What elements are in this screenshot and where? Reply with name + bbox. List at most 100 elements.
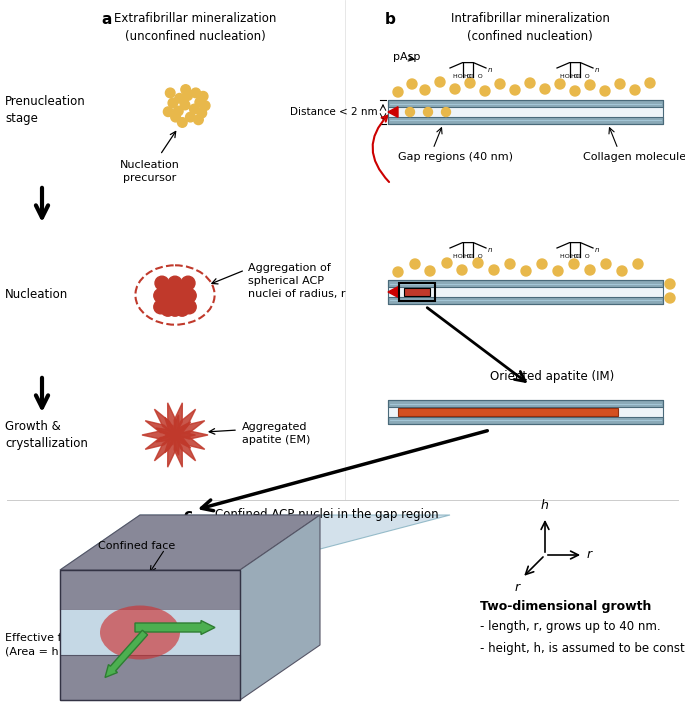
Bar	[388, 287, 663, 297]
Polygon shape	[388, 106, 398, 117]
Circle shape	[585, 265, 595, 275]
Circle shape	[570, 86, 580, 96]
Polygon shape	[155, 435, 175, 442]
Circle shape	[200, 101, 210, 111]
Text: HO  O: HO O	[464, 74, 483, 79]
Circle shape	[489, 265, 499, 275]
Text: Collagen molecules: Collagen molecules	[583, 152, 685, 162]
Circle shape	[168, 288, 182, 302]
Bar	[388, 297, 663, 304]
Text: n: n	[595, 67, 599, 73]
Circle shape	[406, 107, 414, 117]
Text: pAsp: pAsp	[393, 52, 421, 62]
Bar	[388, 100, 663, 107]
Circle shape	[480, 86, 490, 96]
Polygon shape	[154, 435, 175, 460]
Polygon shape	[175, 435, 205, 450]
Text: Confined ACP nuclei in the gap region: Confined ACP nuclei in the gap region	[215, 508, 438, 521]
Bar	[388, 107, 663, 117]
Text: n: n	[488, 247, 493, 253]
Circle shape	[457, 265, 467, 275]
Bar	[60, 610, 240, 655]
Circle shape	[154, 289, 168, 303]
Polygon shape	[174, 403, 182, 435]
Polygon shape	[175, 435, 190, 448]
Polygon shape	[174, 435, 182, 467]
Bar	[60, 570, 240, 700]
Bar	[388, 280, 663, 304]
Text: Two-dimensional growth: Two-dimensional growth	[480, 600, 651, 613]
Text: n: n	[595, 247, 599, 253]
Polygon shape	[145, 421, 175, 435]
Text: Confined face: Confined face	[98, 541, 175, 551]
Circle shape	[161, 282, 175, 296]
Text: Distance < 2 nm: Distance < 2 nm	[290, 107, 378, 117]
Circle shape	[199, 91, 208, 101]
Circle shape	[183, 90, 192, 101]
Circle shape	[164, 107, 173, 117]
Text: Effective faces
(Area = h × r × 2): Effective faces (Area = h × r × 2)	[5, 634, 108, 657]
Bar	[388, 407, 663, 417]
Circle shape	[645, 78, 655, 88]
Text: Growth &
crystallization: Growth & crystallization	[5, 420, 88, 450]
Polygon shape	[240, 515, 320, 700]
Circle shape	[182, 289, 196, 303]
Polygon shape	[175, 409, 196, 435]
Circle shape	[665, 279, 675, 289]
Bar	[398, 408, 618, 416]
Circle shape	[465, 78, 475, 88]
Circle shape	[510, 85, 520, 95]
Circle shape	[521, 266, 531, 276]
Circle shape	[180, 100, 190, 110]
Circle shape	[442, 258, 452, 268]
Circle shape	[393, 267, 403, 277]
Circle shape	[154, 300, 168, 313]
Bar	[388, 400, 663, 424]
Circle shape	[420, 85, 430, 95]
Polygon shape	[168, 403, 176, 435]
Polygon shape	[60, 515, 320, 570]
Circle shape	[601, 259, 611, 269]
Circle shape	[495, 79, 505, 89]
Text: c: c	[183, 508, 192, 523]
Text: Nucleation: Nucleation	[5, 288, 68, 301]
Text: HO  O: HO O	[464, 254, 483, 258]
Circle shape	[423, 107, 432, 117]
Polygon shape	[174, 435, 179, 455]
Bar	[60, 570, 240, 610]
Circle shape	[175, 93, 184, 103]
Polygon shape	[145, 435, 175, 450]
Circle shape	[181, 276, 195, 290]
Circle shape	[537, 259, 547, 269]
Circle shape	[633, 259, 643, 269]
Circle shape	[425, 266, 435, 276]
Polygon shape	[142, 431, 175, 439]
Bar	[388, 280, 663, 287]
Circle shape	[175, 282, 189, 296]
Circle shape	[617, 266, 627, 276]
Circle shape	[175, 303, 189, 316]
Circle shape	[630, 85, 640, 95]
Text: Prenucleation
stage: Prenucleation stage	[5, 95, 86, 125]
Circle shape	[569, 259, 579, 269]
Circle shape	[473, 258, 483, 268]
Text: h: h	[541, 499, 549, 512]
Circle shape	[168, 276, 182, 290]
Polygon shape	[154, 409, 175, 435]
Circle shape	[442, 107, 451, 117]
Circle shape	[615, 79, 625, 89]
Circle shape	[553, 266, 563, 276]
Circle shape	[505, 259, 515, 269]
Circle shape	[161, 303, 175, 316]
Circle shape	[194, 115, 203, 125]
Circle shape	[665, 293, 675, 303]
Circle shape	[173, 106, 183, 116]
Text: Aggregated
apatite (EM): Aggregated apatite (EM)	[242, 422, 310, 445]
Text: Oriented apatite (IM): Oriented apatite (IM)	[490, 370, 614, 383]
Polygon shape	[60, 515, 450, 570]
Ellipse shape	[100, 605, 180, 660]
Text: HO  O: HO O	[560, 254, 579, 258]
Circle shape	[181, 85, 190, 94]
Text: Nucleation
precursor: Nucleation precursor	[120, 160, 180, 183]
Text: HO  O: HO O	[571, 74, 590, 79]
